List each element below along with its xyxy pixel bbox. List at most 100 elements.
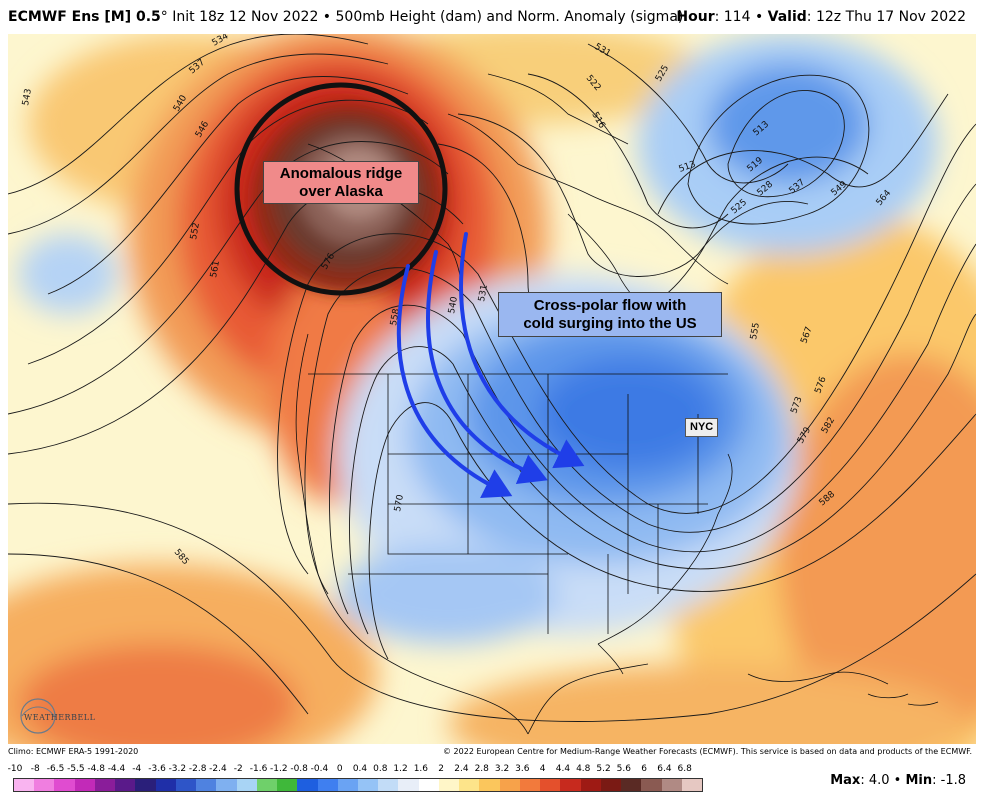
scale-tick-label: 6.8: [677, 764, 692, 774]
scale-tick-label: -4.4: [107, 764, 126, 774]
scale-swatch: [14, 779, 35, 791]
scale-tick-label: 5.6: [616, 764, 631, 774]
min-label: Min: [905, 773, 933, 788]
scale-swatch: [34, 779, 55, 791]
scale-swatch: [135, 779, 156, 791]
scale-swatch: [236, 779, 257, 791]
scale-swatch: [115, 779, 136, 791]
scale-bar: [13, 778, 703, 792]
scale-tick-label: 2.8: [474, 764, 489, 774]
height-contours: [8, 34, 976, 722]
scale-tick-label: 2.4: [454, 764, 469, 774]
weatherbell-logo-icon: [20, 698, 56, 734]
scale-swatch: [54, 779, 75, 791]
scale-tick-label: -4: [132, 764, 142, 774]
scale-tick-label: 0: [336, 764, 343, 774]
header-valid: Hour: 114 • Valid: 12z Thu 17 Nov 2022: [676, 9, 966, 25]
ridge-circle: [234, 82, 448, 296]
scale-tick-label: -8: [30, 764, 40, 774]
scale-tick-label: -5.5: [67, 764, 85, 774]
scale-tick-label: 0.8: [373, 764, 388, 774]
hour-value: : 114 •: [714, 9, 768, 25]
scale-swatch: [256, 779, 278, 791]
contour-label: 540: [447, 296, 460, 315]
min-value: : -1.8: [932, 773, 966, 788]
flow-arrow: [396, 264, 513, 498]
city-label-nyc: NYC: [685, 418, 719, 437]
scale-swatch: [175, 779, 197, 791]
scale-tick-label: -0.4: [310, 764, 329, 774]
scale-swatch: [438, 779, 460, 791]
scale-tick-label: -0.8: [290, 764, 308, 774]
scale-swatch: [337, 779, 358, 791]
scale-tick-label: -1.2: [270, 764, 288, 774]
scale-tick-label: -10: [7, 764, 23, 774]
anomaly-map: 534 537 540 546 543 552 561 576 558 540 …: [8, 34, 976, 744]
scale-tick-label: 3.2: [494, 764, 510, 774]
scale-tick-label: -3.6: [148, 764, 166, 774]
scale-swatch: [74, 779, 95, 791]
scale-swatch: [681, 779, 702, 791]
scale-tick-label: 1.6: [413, 764, 429, 774]
scale-swatch: [317, 779, 338, 791]
scale-swatch: [357, 779, 379, 791]
scale-swatch: [621, 779, 642, 791]
scale-swatch: [600, 779, 622, 791]
scale-swatch: [418, 779, 439, 791]
flow-arrow: [459, 232, 585, 469]
contour-label: 531: [477, 284, 490, 303]
scale-swatch: [560, 779, 581, 791]
contour-label: 555: [749, 322, 762, 341]
valid-label: Valid: [767, 9, 807, 25]
scale-tick-label: 1.2: [393, 764, 408, 774]
scale-swatch: [297, 779, 318, 791]
scale-swatch: [641, 779, 662, 791]
scale-tick-label: 5.2: [596, 764, 611, 774]
color-scale: -10 -8 -6.5 -5.5 -4.8 -4.4 -4 -3.6 -3.2 -2.8 -2.4-…: [8, 764, 703, 796]
contour-label: 552: [189, 222, 202, 241]
scale-swatch: [459, 779, 480, 791]
contour-label: 570: [393, 494, 406, 513]
polar-flow-annotation: Cross-polar flow with cold surging into …: [498, 292, 722, 338]
scale-tick-label: -6.5: [46, 764, 65, 774]
polar-annotation-line1: Cross-polar flow with: [533, 297, 687, 314]
scale-swatch: [378, 779, 399, 791]
scale-swatch: [540, 779, 561, 791]
scale-tick-label: 4: [539, 764, 546, 774]
scale-swatch: [94, 779, 116, 791]
scale-tick-label: -2: [233, 764, 243, 774]
scale-swatch: [216, 779, 237, 791]
climo-note: Climo: ECMWF ERA-5 1991-2020: [8, 747, 139, 756]
scale-swatch: [398, 779, 419, 791]
scale-swatch: [196, 779, 217, 791]
scale-tick-label: 6.4: [657, 764, 672, 774]
scale-tick-label: -2.4: [209, 764, 227, 774]
scale-swatch: [479, 779, 500, 791]
copyright-note: © 2022 European Centre for Medium-Range …: [443, 747, 972, 756]
map-header: ECMWF Ens [M] 0.5° Init 18z 12 Nov 2022 …: [0, 0, 984, 34]
scale-swatch: [499, 779, 520, 791]
scale-tick-label: 3.6: [515, 764, 530, 774]
init-text: Init 18z 12 Nov 2022 • 500mb Height (dam…: [167, 9, 684, 25]
max-value: : 4.0 •: [860, 773, 906, 788]
header-title: ECMWF Ens [M] 0.5° Init 18z 12 Nov 2022 …: [8, 9, 683, 25]
scale-tick-label: 6: [641, 764, 647, 774]
max-min-readout: Max: 4.0 • Min: -1.8: [830, 773, 966, 788]
scale-tick-label: 0.4: [352, 764, 368, 774]
contour-label: 561: [209, 260, 222, 279]
scale-tick-label: 2: [438, 764, 445, 774]
valid-value: : 12z Thu 17 Nov 2022: [806, 9, 966, 25]
contour-label: 543: [21, 88, 34, 107]
scale-swatch: [155, 779, 176, 791]
ridge-annotation-line1: Anomalous ridge: [279, 165, 403, 182]
scale-tick-label: -3.2: [168, 764, 187, 774]
max-label: Max: [830, 773, 861, 788]
weatherbell-logo-text: WEATHERBELL: [24, 713, 96, 722]
scale-tick-label: 4.4: [555, 764, 571, 774]
scale-swatch: [519, 779, 541, 791]
flow-arrow: [426, 250, 548, 485]
scale-swatch: [277, 779, 298, 791]
map-graphic: 534 537 540 546 543 552 561 576 558 540 …: [8, 34, 976, 744]
ridge-annotation-line2: over Alaska: [299, 182, 383, 200]
polar-annotation-line2: cold surging into the US: [523, 314, 697, 332]
